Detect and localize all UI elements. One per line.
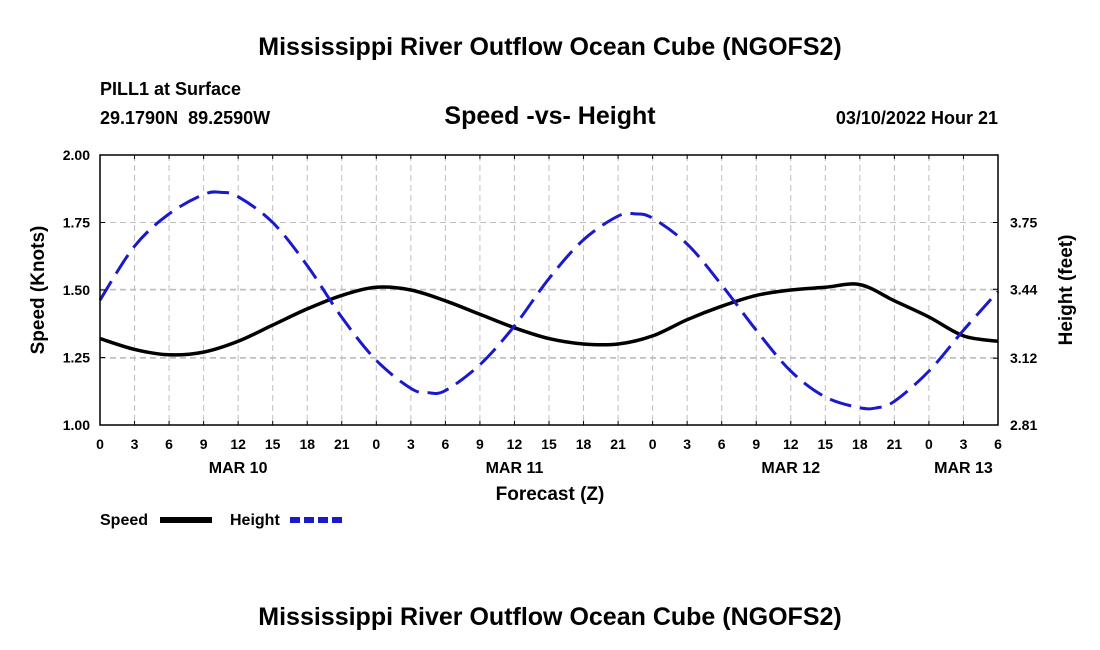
x-tick-label: 0 xyxy=(649,436,657,452)
x-tick-label: 15 xyxy=(818,436,834,452)
right-tick-label: 2.81 xyxy=(1010,417,1037,433)
x-tick-label: 21 xyxy=(334,436,350,452)
legend-height-label: Height xyxy=(230,512,280,529)
x-tick-label: 0 xyxy=(96,436,104,452)
x-tick-label: 3 xyxy=(131,436,139,452)
right-tick-label: 3.75 xyxy=(1010,215,1037,231)
right-tick-label: 3.12 xyxy=(1010,350,1037,366)
axis-ticks: 0 3 6 9 12 15 18 21 0 3 6 9 12 15 18 21 0 3 6 9 12 15 18 21 0 3 6 1… xyxy=(63,147,1038,477)
right-tick-label: 3.44 xyxy=(1010,281,1037,297)
grid-lines xyxy=(100,155,998,426)
left-tick-label: 1.50 xyxy=(63,282,90,298)
x-tick-label: 6 xyxy=(441,436,449,452)
x-tick-label: 21 xyxy=(887,436,903,452)
x-tick-label: 9 xyxy=(200,436,208,452)
x-tick-label: 12 xyxy=(783,436,799,452)
x-tick-label: 9 xyxy=(476,436,484,452)
footer-title: Mississippi River Outflow Ocean Cube (NG… xyxy=(258,603,841,631)
chart-main-title: Mississippi River Outflow Ocean Cube (NG… xyxy=(258,33,841,61)
x-tick-label: 12 xyxy=(507,436,523,452)
coordinates-label: 29.1790N 89.2590W xyxy=(100,108,270,128)
legend-speed-label: Speed xyxy=(100,512,148,529)
left-tick-label: 1.75 xyxy=(63,215,90,231)
x-tick-label: 18 xyxy=(852,436,868,452)
x-tick-label: 18 xyxy=(299,436,315,452)
height-series-line xyxy=(98,190,1000,411)
date-label: MAR 13 xyxy=(934,460,993,477)
x-tick-label: 6 xyxy=(165,436,173,452)
series-lines xyxy=(98,190,1000,411)
left-tick-label: 1.25 xyxy=(63,350,90,366)
speed-series-line xyxy=(99,282,999,357)
x-tick-label: 12 xyxy=(230,436,246,452)
x-tick-label: 3 xyxy=(683,436,691,452)
x-tick-label: 9 xyxy=(752,436,760,452)
x-tick-label: 0 xyxy=(372,436,380,452)
x-tick-label: 21 xyxy=(610,436,626,452)
x-tick-label: 6 xyxy=(994,436,1002,452)
x-tick-label: 6 xyxy=(718,436,726,452)
date-label: MAR 12 xyxy=(761,460,820,477)
left-tick-label: 2.00 xyxy=(63,147,90,163)
station-label: PILL1 at Surface xyxy=(100,79,241,99)
x-axis-label: Forecast (Z) xyxy=(496,484,605,505)
right-axis-label: Height (feet) xyxy=(1056,235,1077,346)
chart-subtitle: Speed -vs- Height xyxy=(444,102,656,130)
x-tick-label: 18 xyxy=(576,436,592,452)
date-label: MAR 11 xyxy=(486,460,544,477)
date-label: MAR 10 xyxy=(209,460,268,477)
x-tick-label: 3 xyxy=(407,436,415,452)
left-axis-label: Speed (Knots) xyxy=(28,226,49,355)
x-tick-label: 15 xyxy=(541,436,557,452)
x-tick-label: 0 xyxy=(925,436,933,452)
legend: Speed Height xyxy=(100,512,342,529)
left-tick-label: 1.00 xyxy=(63,417,90,433)
forecast-datetime: 03/10/2022 Hour 21 xyxy=(836,108,998,128)
x-tick-label: 15 xyxy=(265,436,281,452)
x-tick-label: 3 xyxy=(960,436,968,452)
